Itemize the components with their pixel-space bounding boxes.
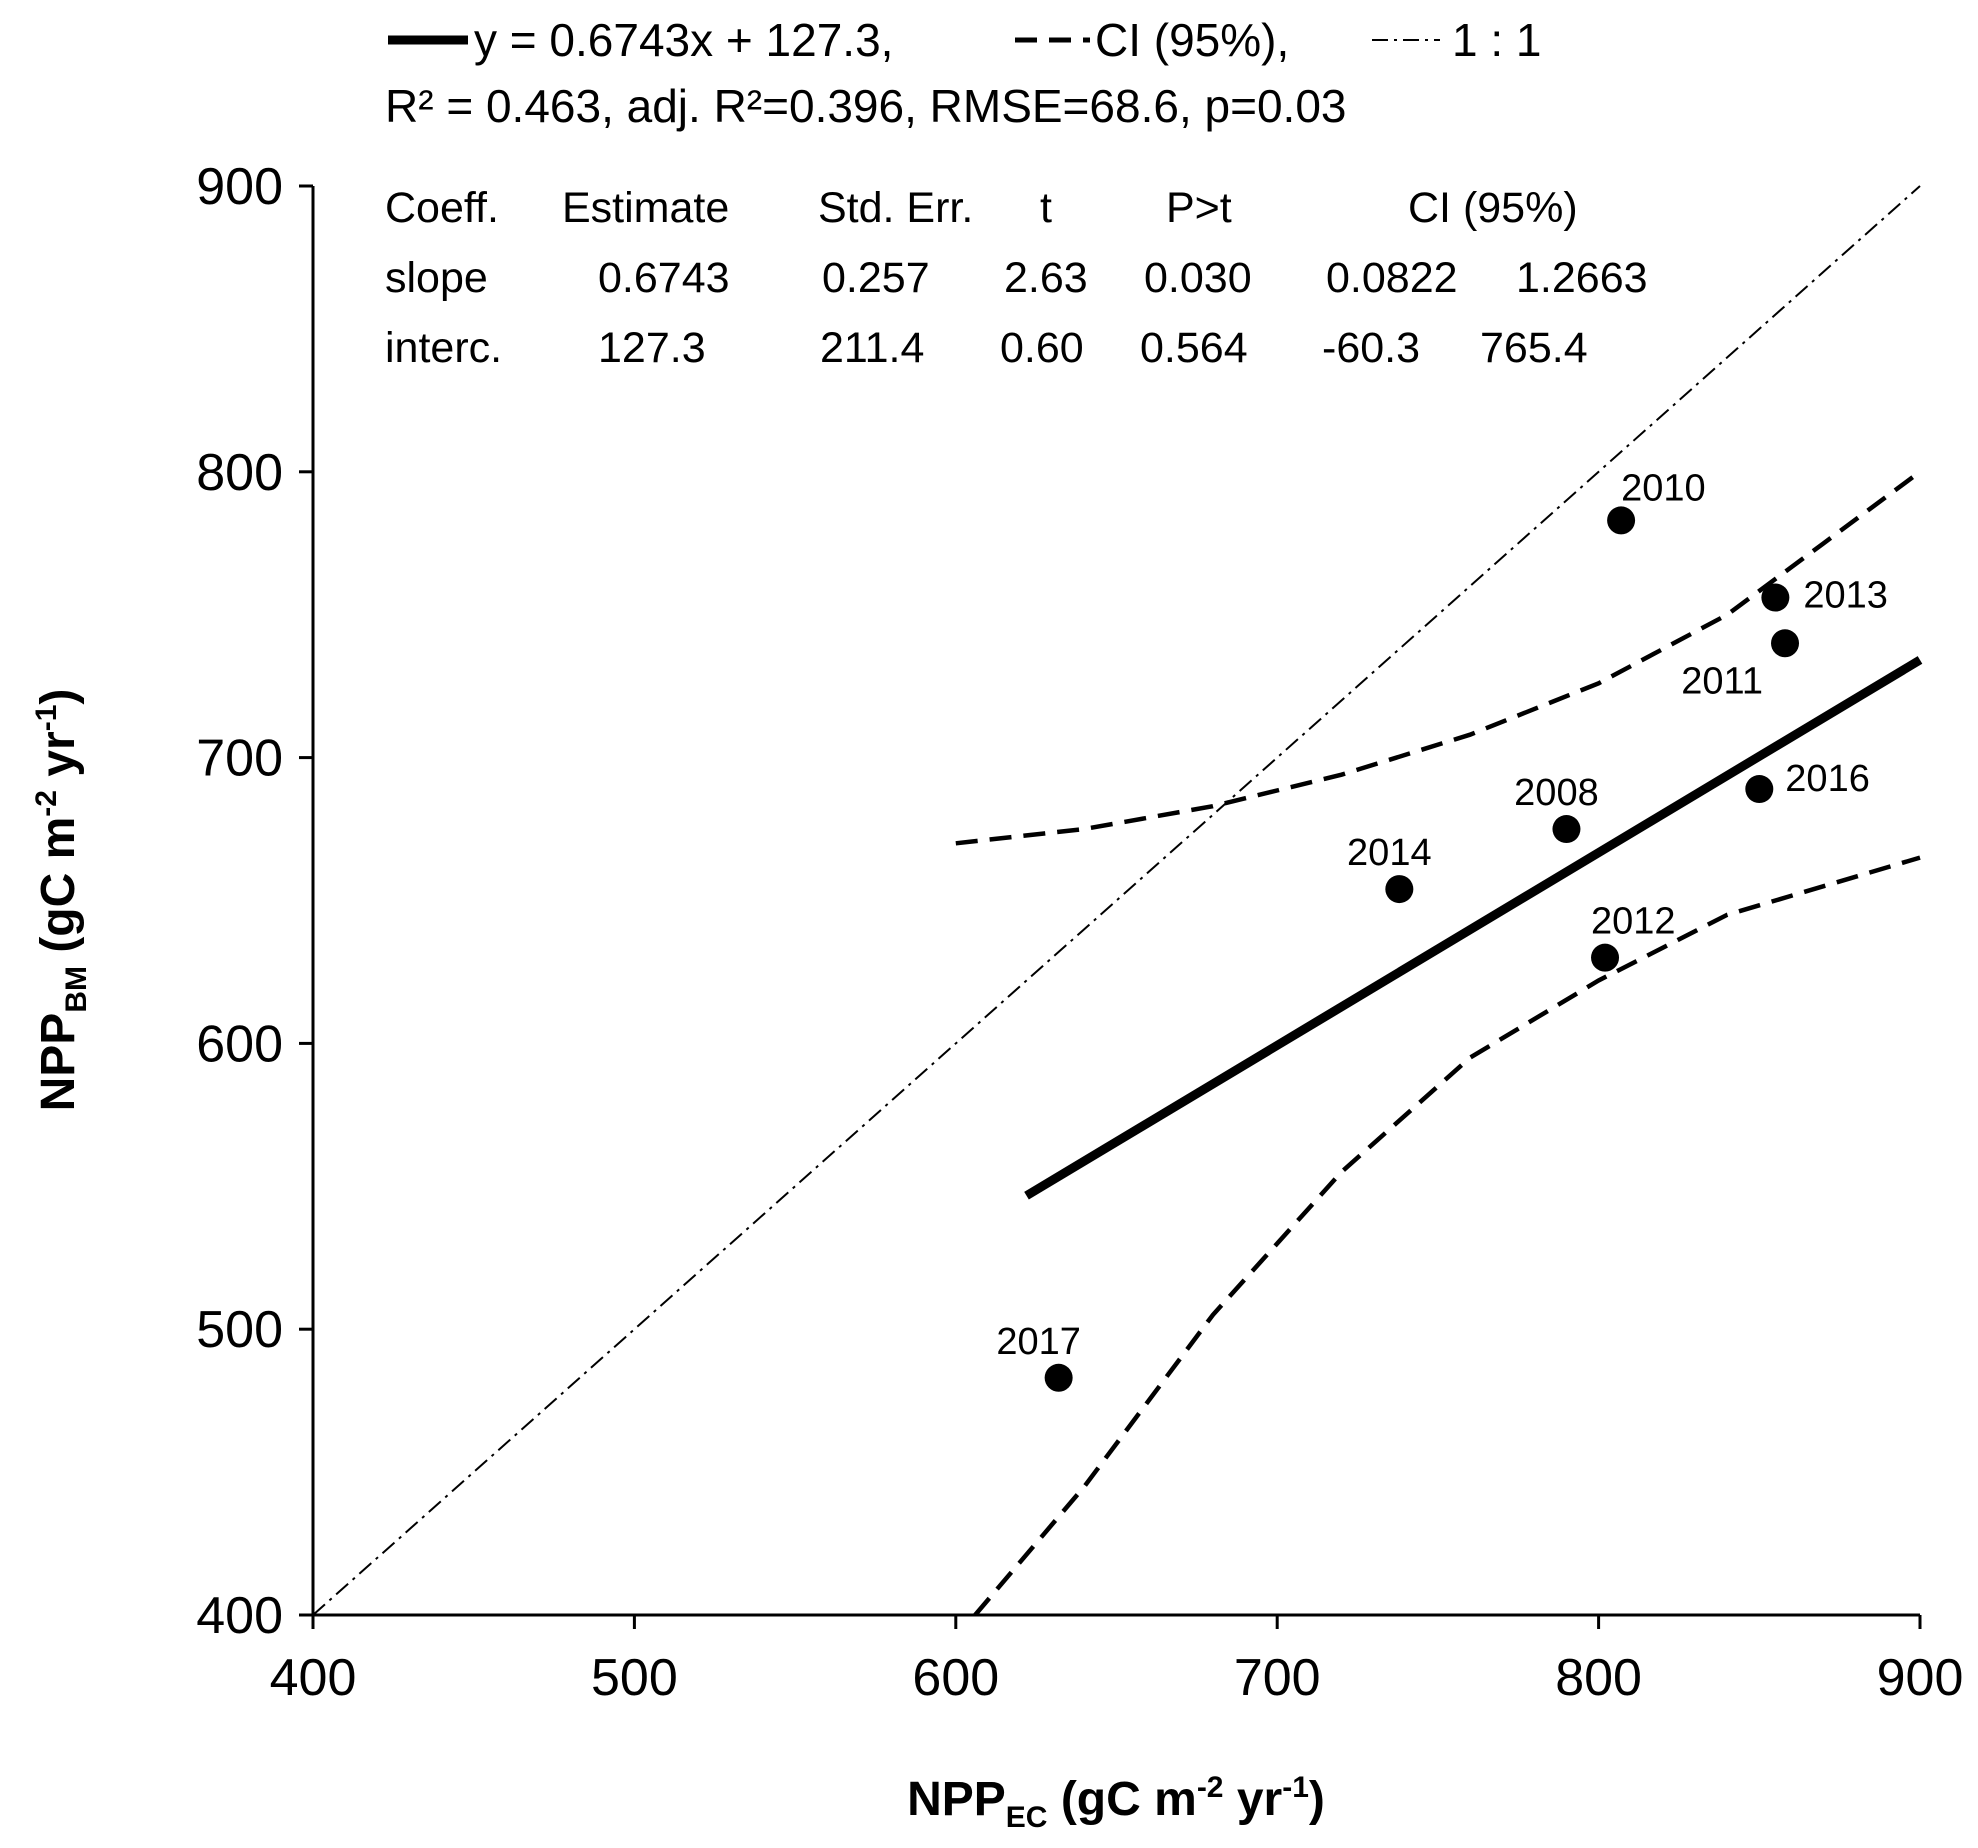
table-header-coeff: Coeff. [385,184,499,232]
legend-ci-label: CI (95%), [1095,14,1289,66]
table-header-estimate: Estimate [562,184,729,232]
table-interc-name: interc. [385,324,502,372]
table-slope-estimate: 0.6743 [598,254,730,302]
point-label: 2017 [996,1321,1081,1363]
plot-lines [312,185,1923,1617]
x-axis-title-sup-b: -1 [1282,1771,1309,1804]
table-interc-p: 0.564 [1140,324,1248,372]
legend-regression-label: y = 0.6743x + 127.3, [474,14,893,66]
x-axis-title: NPPEC (gC m-2 yr-1) [907,1771,1325,1834]
coefficient-table: Coeff. Estimate Std. Err. t P>t CI (95%)… [385,184,1648,372]
table-interc-ci-high: 765.4 [1480,324,1588,372]
x-tick-label: 900 [1877,1649,1964,1707]
y-axis-title-sup-b: -1 [30,705,63,732]
x-axis-title-unit-a: (gC m [1047,1773,1196,1826]
y-tick-label: 500 [196,1301,283,1359]
point-label: 2016 [1785,758,1870,800]
y-axis-title-unit-b: yr [32,731,85,790]
axes [311,186,1920,1617]
one-to-one-line [312,185,1921,1616]
regression-line [1024,656,1923,1200]
x-axis-title-main: NPP [907,1773,1006,1826]
y-tick-label: 900 [196,158,283,216]
data-point [1385,875,1414,904]
y-axis-title-sup-a: -2 [30,790,63,817]
table-slope-stderr: 0.257 [822,254,930,302]
y-axis-title-close: ) [32,689,85,705]
data-point [1771,629,1800,658]
y-tick-label: 400 [196,1587,283,1645]
table-slope-ci-high: 1.2663 [1516,254,1648,302]
table-header-stderr: Std. Err. [818,184,973,232]
y-axis-title: NPPBM (gC m-2 yr-1) [30,689,93,1112]
ci-lower-curve [973,855,1921,1617]
y-ticks: 400 500 600 700 800 900 [196,158,313,1645]
x-tick-label: 600 [912,1649,999,1707]
ci-upper-curve [955,469,1922,846]
table-header-t: t [1040,184,1052,232]
data-point [1607,506,1636,535]
data-points: 2010 2013 2011 2016 2008 2014 2012 2017 [996,467,1888,1392]
y-axis-title-main: NPP [32,1013,85,1112]
table-slope-name: slope [385,254,488,302]
x-axis-title-sup-a: -2 [1197,1771,1224,1804]
data-point [1745,775,1774,804]
point-label: 2011 [1681,660,1763,702]
table-header-p: P>t [1166,184,1232,232]
y-tick-label: 700 [196,730,283,788]
point-label: 2010 [1621,467,1706,509]
table-interc-ci-low: -60.3 [1322,324,1420,372]
table-slope-p: 0.030 [1144,254,1252,302]
table-interc-estimate: 127.3 [598,324,706,372]
x-tick-label: 400 [270,1649,357,1707]
table-header-ci: CI (95%) [1408,184,1578,232]
stats-line: R² = 0.463, adj. R²=0.396, RMSE=68.6, p=… [385,80,1347,132]
x-ticks: 400 500 600 700 800 900 [270,1615,1964,1707]
point-label: 2008 [1514,772,1599,814]
x-axis-title-sub: EC [1006,1801,1048,1834]
table-interc-t: 0.60 [1000,324,1084,372]
point-label: 2012 [1591,901,1676,943]
x-tick-label: 500 [591,1649,678,1707]
y-axis-title-unit-a: (gC m [32,817,85,966]
x-axis-title-unit-b: yr [1224,1773,1283,1826]
x-tick-label: 800 [1555,1649,1642,1707]
table-interc-stderr: 211.4 [820,324,924,372]
legend-oneone-label: 1 : 1 [1452,14,1542,66]
x-axis-title-close: ) [1309,1773,1325,1826]
data-point [1552,815,1581,844]
data-point [1761,583,1790,612]
y-axis-title-sub: BM [60,966,93,1013]
point-label: 2014 [1347,832,1432,874]
point-label: 2013 [1803,575,1888,617]
y-tick-label: 600 [196,1015,283,1073]
table-slope-t: 2.63 [1004,254,1088,302]
y-tick-label: 800 [196,444,283,502]
x-tick-label: 700 [1234,1649,1321,1707]
data-point [1044,1363,1073,1392]
data-point [1591,943,1620,972]
table-slope-ci-low: 0.0822 [1326,254,1458,302]
legend: y = 0.6743x + 127.3, CI (95%), 1 : 1 R² … [385,14,1542,132]
